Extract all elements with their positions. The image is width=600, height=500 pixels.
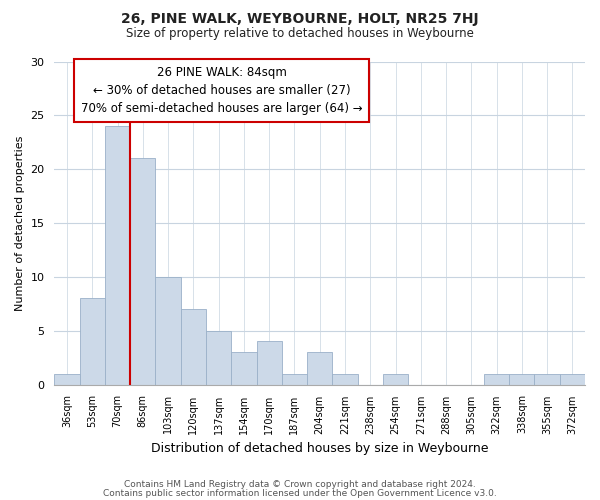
Bar	[257, 342, 282, 384]
Text: 26 PINE WALK: 84sqm
← 30% of detached houses are smaller (27)
70% of semi-detach: 26 PINE WALK: 84sqm ← 30% of detached ho…	[81, 66, 362, 116]
Bar	[206, 330, 231, 384]
Bar	[332, 374, 358, 384]
Bar	[231, 352, 257, 384]
Text: Size of property relative to detached houses in Weybourne: Size of property relative to detached ho…	[126, 28, 474, 40]
Y-axis label: Number of detached properties: Number of detached properties	[15, 136, 25, 310]
Bar	[130, 158, 155, 384]
X-axis label: Distribution of detached houses by size in Weybourne: Distribution of detached houses by size …	[151, 442, 488, 455]
Bar	[307, 352, 332, 384]
Bar	[55, 374, 80, 384]
Bar	[155, 277, 181, 384]
Bar	[80, 298, 105, 384]
Bar	[383, 374, 408, 384]
Bar	[181, 309, 206, 384]
Bar	[105, 126, 130, 384]
Bar	[282, 374, 307, 384]
Bar	[509, 374, 535, 384]
Bar	[535, 374, 560, 384]
Bar	[484, 374, 509, 384]
Bar	[560, 374, 585, 384]
Text: Contains HM Land Registry data © Crown copyright and database right 2024.: Contains HM Land Registry data © Crown c…	[124, 480, 476, 489]
Text: Contains public sector information licensed under the Open Government Licence v3: Contains public sector information licen…	[103, 489, 497, 498]
Text: 26, PINE WALK, WEYBOURNE, HOLT, NR25 7HJ: 26, PINE WALK, WEYBOURNE, HOLT, NR25 7HJ	[121, 12, 479, 26]
